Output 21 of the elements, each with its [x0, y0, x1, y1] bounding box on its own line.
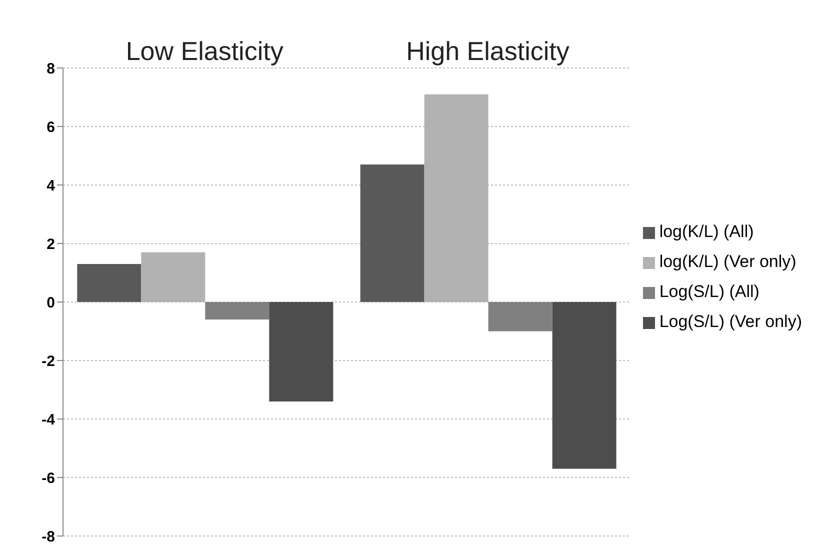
- y-tick-label: 2: [46, 236, 55, 253]
- legend-label: Log(S/L) (Ver only): [659, 312, 802, 331]
- x-tick-label: High Elasticity: [406, 36, 570, 66]
- bar: [552, 302, 616, 469]
- bar: [488, 302, 552, 332]
- legend-label: log(K/L) (Ver only): [659, 252, 796, 271]
- bar: [269, 302, 334, 402]
- y-tick-label: 4: [46, 177, 56, 194]
- y-tick-label: 8: [46, 60, 55, 78]
- legend-label: Log(S/L) (All): [659, 282, 760, 301]
- legend-label: log(K/L) (All): [659, 222, 754, 241]
- y-tick-label: 6: [46, 118, 55, 136]
- y-tick-label: -2: [42, 352, 55, 370]
- y-tick-label: -8: [42, 528, 55, 546]
- x-tick-label: Low Elasticity: [126, 36, 284, 66]
- bar: [77, 264, 142, 302]
- y-tick-label: 0: [46, 294, 55, 312]
- y-tick-label: -6: [42, 470, 55, 487]
- bar: [360, 164, 424, 302]
- bar: [205, 302, 270, 320]
- y-tick-label: -4: [42, 411, 56, 428]
